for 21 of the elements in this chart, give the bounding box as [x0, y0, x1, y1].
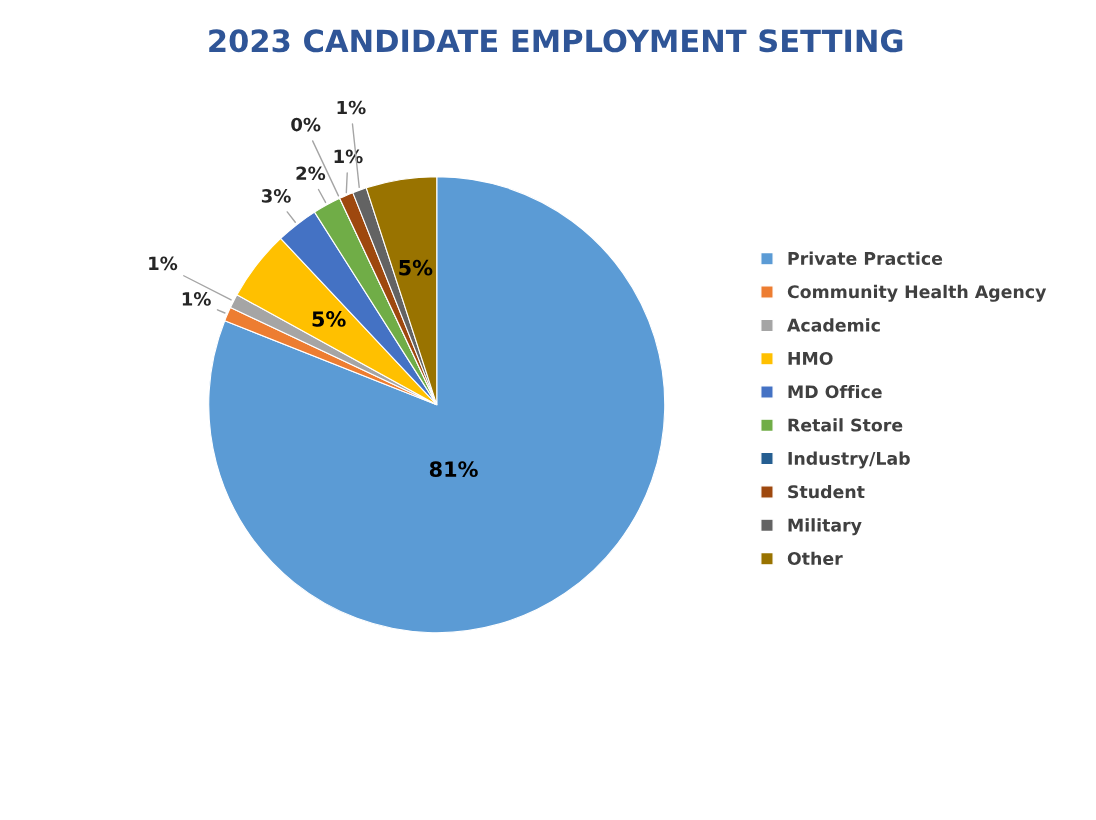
legend-label: Student: [788, 484, 865, 499]
data-label: 3%: [261, 189, 291, 203]
legend-label: Community Health Agency: [787, 284, 1047, 302]
data-label: 1%: [182, 292, 211, 306]
legend-label: Other: [787, 551, 843, 566]
data-label: 81%: [429, 461, 478, 478]
legend-label: Industry/Lab: [788, 451, 910, 469]
chart-title: 2023 CANDIDATE EMPLOYMENT SETTING: [209, 29, 903, 53]
text: 0%: [291, 117, 321, 132]
data-label: 2%: [296, 166, 326, 181]
data-label: 1%: [337, 100, 366, 115]
legend-label: Military: [788, 518, 862, 536]
legend-label: Academic: [787, 318, 880, 332]
legend-label: Retail Store: [788, 418, 903, 432]
data-label: 1%: [334, 149, 363, 164]
legend-label: MD Office: [788, 384, 882, 399]
data-label: 5%: [312, 311, 346, 327]
data-label: 5%: [399, 259, 433, 276]
data-label: 1%: [149, 256, 178, 271]
legend-label: HMO: [788, 351, 833, 366]
legend-label: Private Practice: [788, 251, 943, 265]
